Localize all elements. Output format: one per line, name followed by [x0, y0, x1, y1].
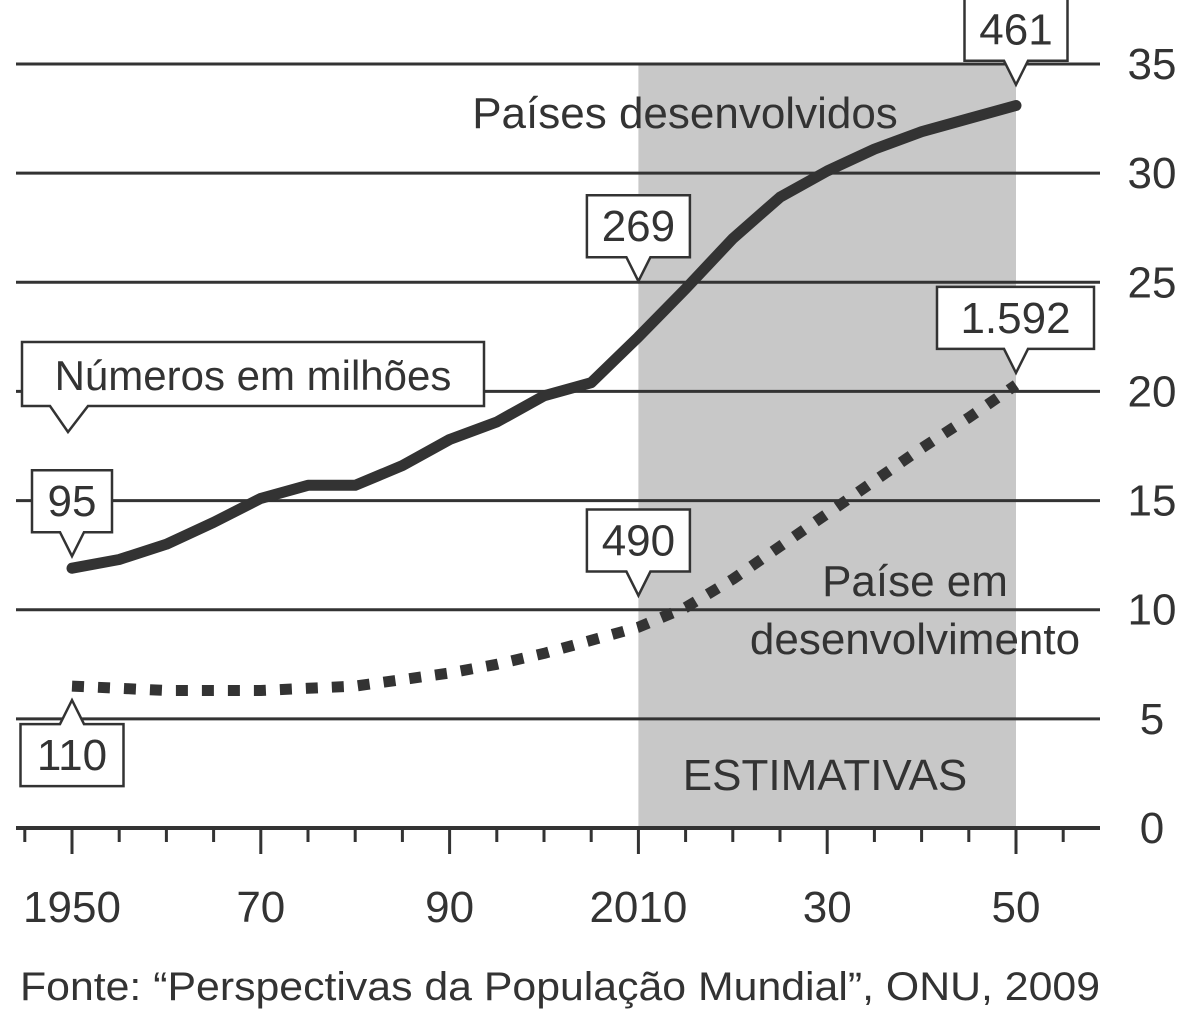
series-label-developed: Países desenvolvidos	[472, 89, 898, 138]
series-label-developing-line2: desenvolvimento	[750, 615, 1080, 664]
y-tick-label-30: 30	[1128, 149, 1177, 198]
y-tick-label-15: 15	[1128, 477, 1177, 526]
note-box-text: Números em milhões	[55, 352, 452, 399]
y-tick-label-0: 0	[1140, 804, 1164, 853]
y-tick-label-25: 25	[1128, 258, 1177, 307]
series-line-developed	[66, 100, 1022, 574]
callout-frame	[19, 697, 125, 788]
value-callout-1.592: 1.592	[935, 285, 1096, 376]
series-line-developing	[71, 380, 1020, 696]
x-tick-label-90: 90	[425, 883, 474, 932]
series-lines	[66, 100, 1022, 696]
callout-value: 461	[979, 6, 1052, 55]
callout-value: 269	[602, 202, 675, 251]
value-callout-95: 95	[30, 468, 114, 560]
y-axis-tick-labels: 0 5 10 15 20 25 30 35	[1128, 40, 1177, 853]
y-tick-label-10: 10	[1128, 586, 1177, 635]
y-tick-label-5: 5	[1140, 695, 1164, 744]
x-tick-label-1950: 1950	[23, 883, 121, 932]
y-tick-label-35: 35	[1128, 40, 1177, 89]
value-callout-461: 461	[963, 0, 1069, 88]
x-tick-label-30: 30	[803, 883, 852, 932]
value-callout-269: 269	[585, 193, 692, 284]
estimates-label: ESTIMATIVAS	[683, 751, 967, 800]
x-axis: 1950 70 90 2010 30 50	[23, 828, 1065, 932]
callout-value: 490	[602, 517, 675, 566]
callout-value: 110	[37, 731, 107, 780]
value-callout-490: 490	[585, 508, 692, 599]
callout-frame	[963, 0, 1069, 88]
callout-frame	[30, 468, 114, 560]
x-tick-label-2010: 2010	[589, 883, 687, 932]
value-callouts: 95 110 269 490 461 1.592	[19, 0, 1096, 788]
estimates-shaded-region	[638, 64, 1016, 828]
y-tick-label-20: 20	[1128, 367, 1177, 416]
x-tick-label-50: 50	[992, 883, 1041, 932]
series-label-developing-line1: Paíse em	[822, 557, 1008, 606]
callout-value: 95	[48, 477, 97, 526]
note-box: Números em milhões	[20, 340, 486, 435]
callout-value: 1.592	[960, 294, 1070, 343]
callout-frame	[935, 285, 1096, 376]
value-callout-110: 110	[19, 697, 125, 788]
x-tick-label-70: 70	[236, 883, 285, 932]
source-note: Fonte: “Perspectivas da População Mundia…	[20, 965, 1100, 1009]
callout-frame	[585, 193, 692, 284]
callout-frame	[585, 508, 692, 599]
